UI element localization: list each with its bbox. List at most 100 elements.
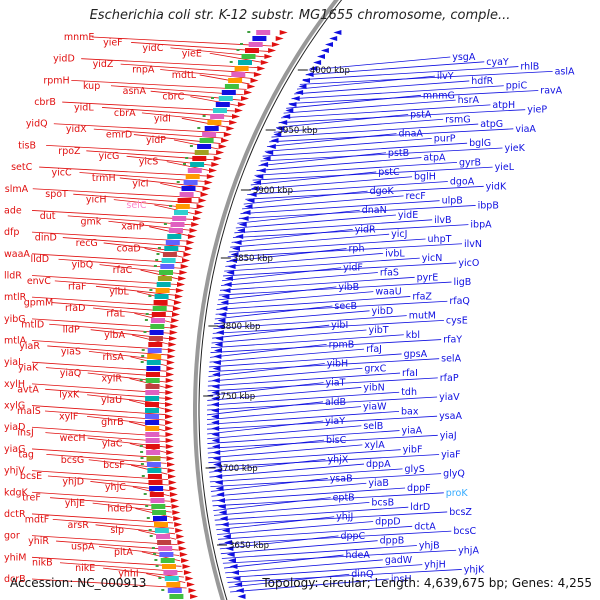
gene-label[interactable]: yidF [343,263,363,274]
gene-label[interactable]: mtlA [4,336,27,347]
gene-label[interactable]: yidK [486,181,507,192]
gene-label[interactable]: yiaF [441,449,461,460]
gene-label[interactable]: yhjE [65,498,85,509]
gene-label[interactable]: uhpT [428,234,452,245]
gene-label[interactable]: gadW [385,555,413,566]
gene-label[interactable]: yibA [104,330,125,341]
gene-label[interactable]: yidZ [93,59,114,70]
gene-label[interactable]: glyS [405,464,425,475]
gene-label[interactable]: yiaL [4,357,24,368]
gene-label[interactable]: mtlR [4,292,27,303]
gene-label[interactable]: asnA [123,86,147,97]
gene-label[interactable]: ysaA [439,411,462,422]
gene-label[interactable]: yiaT [326,378,346,389]
gene-label[interactable]: avtA [17,384,39,395]
gene-label[interactable]: emrD [106,130,132,141]
gene-label[interactable]: xylG [4,401,25,412]
gene-label[interactable]: mtlD [21,319,44,330]
gene-label[interactable]: setC [11,162,33,173]
gene-label[interactable]: lldD [31,254,50,265]
gene-label[interactable]: treF [22,493,41,504]
gene-label[interactable]: rpmH [43,75,69,86]
gene-label[interactable]: bisC [326,435,347,446]
gene-label[interactable]: selC [126,200,146,211]
gene-label[interactable]: hsrA [458,95,480,106]
gene-label[interactable]: wecH [60,433,86,444]
gene-label[interactable]: yidL [74,102,94,113]
gene-label[interactable]: pyrE [417,272,439,283]
gene-label[interactable]: yieP [527,105,547,116]
gene-label[interactable]: ilvN [464,239,482,250]
gene-label[interactable]: grxC [364,363,386,374]
gene-label[interactable]: ravA [540,86,562,97]
gene-label[interactable]: kbl [406,330,420,341]
gene-label[interactable]: yidD [53,54,75,65]
gene-label[interactable]: aslA [555,66,575,77]
gene-label[interactable]: recF [406,191,426,202]
gene-label[interactable]: ysgA [452,52,476,63]
gene-label[interactable]: tag [18,449,34,460]
gene-label[interactable]: glyQ [443,469,465,480]
gene-label[interactable]: bax [401,406,419,417]
gene-label[interactable]: eptB [333,493,355,504]
gene-label[interactable]: secB [334,301,357,312]
gene-label[interactable]: yiaS [61,346,81,357]
gene-label[interactable]: bcsE [20,471,42,482]
gene-label[interactable]: yibT [368,325,388,336]
gene-label[interactable]: rfaI [402,368,418,379]
gene-label[interactable]: nikE [75,563,95,574]
gene-label[interactable]: kdgK [4,487,29,498]
gene-label[interactable]: yhiM [4,552,26,563]
gene-label[interactable]: yibH [327,358,348,369]
gene-label[interactable]: yhjK [464,564,485,575]
gene-label[interactable]: yiaC [102,439,123,450]
gene-label[interactable]: aldB [325,397,346,408]
gene-label[interactable]: yidI [154,113,171,124]
gene-label[interactable]: cysE [446,315,468,326]
gene-label[interactable]: cbrB [34,97,56,108]
gene-label[interactable]: spoT [45,189,68,200]
gene-label[interactable]: dinQ [351,569,373,580]
gene-label[interactable]: yiaY [325,416,345,427]
gene-label[interactable]: yibD [372,306,394,317]
gene-label[interactable]: envC [27,276,51,287]
gene-label[interactable]: yibN [363,382,384,393]
gene-label[interactable]: lyxK [59,390,80,401]
gene-label[interactable]: yibL [109,287,129,298]
gene-label[interactable]: yhjJ [336,512,353,523]
gene-label[interactable]: yicO [458,258,479,269]
gene-label[interactable]: yibG [4,314,26,325]
gene-label[interactable]: yibQ [72,260,94,271]
gene-label[interactable]: rfaD [65,303,85,314]
gene-label[interactable]: pitA [114,547,133,558]
gene-label[interactable]: yicG [99,151,120,162]
gene-label[interactable]: cbrC [162,92,184,103]
gene-label[interactable]: slp [110,525,124,536]
gene-label[interactable]: yicS [139,157,159,168]
gene-label[interactable]: yiaG [4,444,25,455]
gene-label[interactable]: dppA [366,459,391,470]
gene-label[interactable]: yibI [331,320,348,331]
gene-label[interactable]: yhiR [28,536,49,547]
gene-label[interactable]: trmH [92,173,116,184]
gene-label[interactable]: gpsA [404,349,428,360]
gene-label[interactable]: tisB [18,140,36,151]
gene-label[interactable]: malS [17,406,41,417]
gene-label[interactable]: atpH [492,100,515,111]
gene-label[interactable]: yicJ [391,229,407,240]
gene-label[interactable]: rph [349,244,365,255]
gene-label[interactable]: yiaQ [60,368,82,379]
gene-label[interactable]: yhjH [424,560,445,571]
gene-label[interactable]: waaU [375,287,401,298]
gene-label[interactable]: kup [83,81,100,92]
gene-label[interactable]: yiaD [4,422,25,433]
gene-label[interactable]: yidQ [26,119,48,130]
gene-label[interactable]: ibpB [478,200,499,211]
gene-label[interactable]: yiaB [368,478,389,489]
gene-label[interactable]: lldP [63,325,80,336]
gene-label[interactable]: waaA [4,249,30,260]
gene-label[interactable]: dgoK [370,186,395,197]
gene-label[interactable]: pstC [378,167,400,178]
gene-label[interactable]: yhhI [118,569,138,580]
gene-label[interactable]: dnaA [399,129,424,140]
